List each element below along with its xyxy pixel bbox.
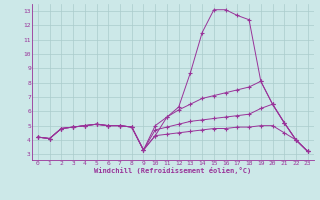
X-axis label: Windchill (Refroidissement éolien,°C): Windchill (Refroidissement éolien,°C) <box>94 168 252 174</box>
